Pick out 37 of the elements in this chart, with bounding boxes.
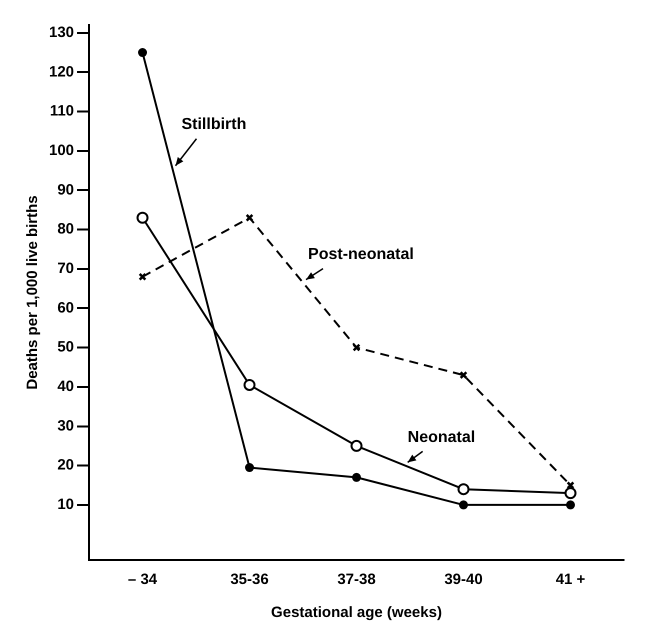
x-tick-label: 39-40 — [444, 571, 483, 588]
x-tick-label: 41 + — [556, 571, 586, 588]
point — [350, 440, 363, 452]
y-tick-label: 120 — [48, 63, 74, 80]
point — [352, 472, 362, 482]
y-tick-label: 90 — [57, 181, 74, 198]
x-axis-title: Gestational age (weeks) — [271, 604, 442, 622]
y-tick-label: 50 — [57, 338, 74, 356]
point — [566, 500, 576, 510]
y-tick-label: 100 — [48, 142, 74, 160]
x-tick-label: – 34 — [128, 571, 158, 588]
y-tick-label: 30 — [57, 417, 74, 434]
y-tick-label: 10 — [57, 496, 74, 514]
series-label: Post-neonatal — [308, 246, 414, 264]
point — [138, 272, 147, 281]
y-tick-label: 40 — [57, 378, 74, 396]
y-tick-label: 130 — [48, 24, 74, 42]
point — [564, 487, 577, 500]
y-axis-title: Deaths per 1,000 live births — [24, 195, 42, 390]
point — [459, 371, 468, 380]
y-tick-label: 110 — [50, 102, 74, 120]
series-label: Stillbirth — [181, 116, 246, 134]
point — [245, 214, 254, 222]
point — [244, 378, 256, 391]
point — [458, 483, 470, 496]
series-label: Neonatal — [408, 428, 476, 446]
y-tick-label: 60 — [57, 299, 74, 316]
point — [138, 48, 148, 58]
point — [459, 500, 468, 510]
y-tick-label: 20 — [57, 456, 74, 474]
y-tick-label: 80 — [57, 220, 74, 238]
point — [245, 463, 254, 472]
point — [352, 343, 361, 352]
y-tick-label: 70 — [57, 260, 74, 278]
x-tick-label: 37-38 — [337, 571, 376, 588]
x-tick-label: 35-36 — [230, 571, 269, 588]
point — [136, 212, 149, 224]
